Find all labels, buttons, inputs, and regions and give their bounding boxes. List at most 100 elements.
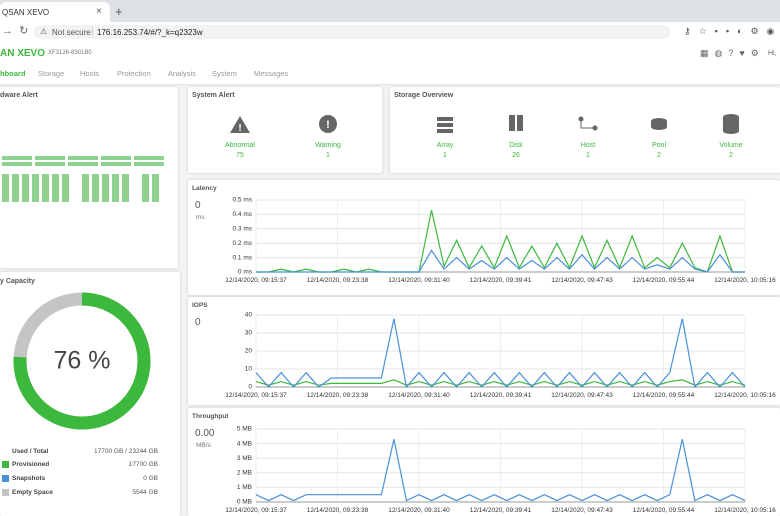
chart-title: IOPS bbox=[192, 302, 208, 309]
storage-count: 2 bbox=[657, 152, 661, 159]
x-tick-label: 12/14/2020, 09:31:40 bbox=[388, 277, 450, 284]
toolbar-icons[interactable]: ⚷☆▪▪◐⚙◉ bbox=[684, 26, 780, 36]
security-label: Not secure bbox=[52, 28, 91, 37]
x-tick-label: 12/14/2020, 10:05:16 bbox=[714, 507, 776, 514]
x-tick-label: 12/14/2020, 09:15:37 bbox=[225, 392, 287, 399]
y-tick-label: 4 MB bbox=[237, 440, 252, 447]
series-line bbox=[255, 439, 746, 502]
item-value: 0 GB bbox=[143, 475, 158, 482]
y-tick-label: 0.5 ms bbox=[232, 197, 252, 204]
slot-row bbox=[68, 162, 98, 166]
series-line bbox=[255, 318, 746, 389]
used-total-label: Used / Total bbox=[12, 448, 49, 455]
slot-row bbox=[101, 162, 131, 166]
chart-title: Latency bbox=[192, 185, 217, 192]
disk-slot bbox=[92, 174, 99, 202]
y-tick-label: 1 MB bbox=[237, 484, 252, 491]
x-tick-label: 12/14/2020, 09:47:43 bbox=[551, 392, 613, 399]
storage-icons bbox=[437, 114, 739, 134]
chart-panel: Throughput 0.00 MB/s 0 MB 1 MB 2 MB 3 MB 4 MB 5 … bbox=[188, 408, 780, 516]
current-value: 0.00 bbox=[195, 428, 215, 439]
capacity-panel: y Capacity 76 % Used / Total 17700 GB / … bbox=[0, 272, 180, 516]
new-tab[interactable]: + bbox=[115, 4, 123, 19]
disk-slot bbox=[2, 174, 9, 202]
x-tick-label: 12/14/2020, 09:47:43 bbox=[551, 507, 613, 514]
nav-item[interactable]: Messages bbox=[254, 69, 289, 78]
current-value: 0 bbox=[195, 200, 201, 211]
y-tick-label: 40 bbox=[245, 312, 253, 319]
tab-title: QSAN XEVO bbox=[2, 8, 50, 17]
separator: | bbox=[91, 26, 94, 36]
donut-used bbox=[13, 292, 151, 430]
panel-title: System Alert bbox=[192, 92, 235, 99]
storage-count: 2 bbox=[729, 152, 733, 159]
item-label: Provisioned bbox=[12, 461, 50, 468]
omnibox[interactable] bbox=[34, 25, 670, 39]
chart: 0 ms 0.1 ms 0.2 ms 0.3 ms 0.4 ms 0.5 ms 12/14/… bbox=[225, 197, 776, 284]
disk-slot bbox=[102, 174, 109, 202]
legend-swatch bbox=[2, 475, 9, 482]
y-tick-label: 0 bbox=[248, 384, 252, 391]
nav-item[interactable]: System bbox=[212, 69, 238, 78]
x-tick-label: 12/14/2020, 09:15:37 bbox=[225, 277, 287, 284]
legend-swatch bbox=[2, 461, 9, 468]
panel-title: dware Alert bbox=[0, 92, 38, 99]
item-value: 5544 GB bbox=[132, 489, 158, 496]
y-tick-label: 2 MB bbox=[237, 470, 252, 477]
disk-slot bbox=[122, 174, 129, 202]
x-tick-label: 12/14/2020, 09:55:44 bbox=[633, 277, 695, 284]
x-tick-label: 12/14/2020, 09:23:38 bbox=[307, 392, 369, 399]
x-tick-label: 12/14/2020, 10:05:16 bbox=[714, 392, 776, 399]
disk-slot bbox=[112, 174, 119, 202]
chart-panel: Latency 0 ms 0 ms 0.1 ms 0.2 ms 0.3 ms 0.4 ms 0.… bbox=[188, 180, 780, 295]
nav-item[interactable]: Storage bbox=[38, 69, 65, 78]
item-label: Snapshots bbox=[12, 475, 46, 482]
alert-count: 75 bbox=[236, 152, 244, 159]
header-icons[interactable]: ▦◍?♥⚙ bbox=[700, 48, 765, 58]
tab[interactable] bbox=[0, 2, 110, 22]
panel-title: Storage Overview bbox=[394, 92, 454, 99]
x-tick-label: 12/14/2020, 09:55:44 bbox=[633, 392, 695, 399]
x-tick-label: 12/14/2020, 09:39:41 bbox=[470, 392, 532, 399]
current-unit: ms bbox=[196, 214, 205, 221]
x-tick-label: 12/14/2020, 09:15:37 bbox=[225, 507, 287, 514]
series-line bbox=[255, 379, 746, 386]
y-tick-label: 0 MB bbox=[237, 499, 252, 506]
disk-slot bbox=[142, 174, 149, 202]
storage-label: Array bbox=[436, 142, 454, 149]
y-tick-label: 0.2 ms bbox=[232, 240, 252, 247]
disk-slot bbox=[152, 174, 159, 202]
x-tick-label: 12/14/2020, 09:55:44 bbox=[633, 507, 695, 514]
chart-panel: IOPS 0 0 10 20 30 40 12/14/2020, 09:15:37 12/14/… bbox=[188, 297, 780, 405]
nav-item[interactable]: hboard bbox=[0, 69, 26, 78]
x-tick-label: 12/14/2020, 09:39:41 bbox=[470, 507, 532, 514]
x-tick-label: 12/14/2020, 09:23:38 bbox=[307, 277, 369, 284]
y-tick-label: 30 bbox=[245, 330, 253, 337]
nav-buttons[interactable]: → ↻ bbox=[2, 25, 29, 37]
series-line bbox=[256, 249, 745, 273]
nav-item[interactable]: Analysis bbox=[168, 69, 196, 78]
slot-row bbox=[2, 162, 32, 166]
alert-icons: ! ! bbox=[230, 115, 337, 134]
storage-count: 1 bbox=[586, 152, 590, 159]
tab-close[interactable]: × bbox=[96, 6, 102, 17]
y-tick-label: 10 bbox=[245, 366, 253, 373]
storage-label: Pool bbox=[651, 142, 666, 149]
disk-slot bbox=[82, 174, 89, 202]
storage-overview-panel: Storage Overview Array 1 Disk 26 Host 1 Pool 2 V… bbox=[390, 87, 780, 173]
alert-count: 1 bbox=[326, 152, 330, 159]
storage-count: 26 bbox=[512, 152, 520, 159]
chart: 0 MB 1 MB 2 MB 3 MB 4 MB 5 MB 12/14/2020, 09:1… bbox=[225, 426, 776, 514]
alert-label: Warning bbox=[315, 142, 341, 149]
url: 176.16.253.74/#/?_k=q2323w bbox=[97, 28, 203, 37]
nav-item[interactable]: Protection bbox=[117, 69, 151, 78]
item-label: Empty Space bbox=[12, 489, 53, 496]
chart: 0 10 20 30 40 12/14/2020, 09:15:37 12/14/2020,… bbox=[225, 312, 776, 399]
chart-title: Throughput bbox=[192, 413, 229, 420]
disk-slot bbox=[52, 174, 59, 202]
model: XF3126-8301B0 bbox=[48, 50, 92, 56]
disk-slot bbox=[32, 174, 39, 202]
nav-item[interactable]: Hosts bbox=[80, 69, 100, 78]
svg-text:!: ! bbox=[238, 123, 241, 134]
tab-bar bbox=[0, 0, 780, 22]
